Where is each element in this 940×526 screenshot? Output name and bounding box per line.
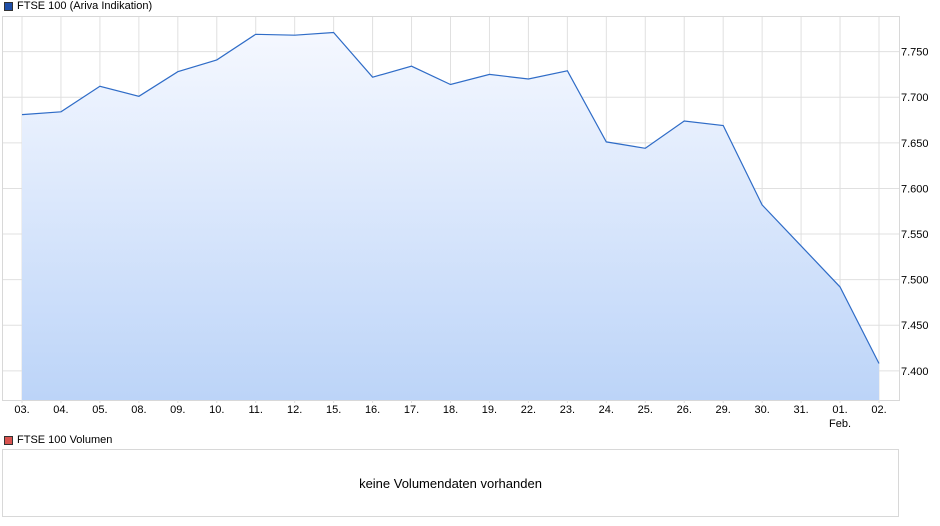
y-tick-label: 7.500 [901,275,929,287]
x-tick-label: 22. [521,404,536,416]
x-tick-label: 31. [793,404,808,416]
x-tick-label: 02. [871,404,886,416]
price-line [21,31,880,364]
month-label: Feb. [829,418,851,430]
x-tick-label: 16. [365,404,380,416]
x-tick-label: 08. [131,404,146,416]
price-legend: FTSE 100 (Ariva Indikation) [4,0,152,12]
x-tick-label: 01. [832,404,847,416]
x-tick-label: 15. [326,404,341,416]
volume-legend: FTSE 100 Volumen [4,434,112,446]
x-tick-label: 23. [560,404,575,416]
x-tick-label: 24. [599,404,614,416]
x-tick-label: 09. [170,404,185,416]
price-legend-swatch [4,1,13,11]
volume-legend-swatch [4,435,13,445]
volume-panel: keine Volumendaten vorhanden [2,449,899,517]
x-tick-label: 11. [248,404,262,416]
x-tick-label: 03. [14,404,29,416]
x-tick-label: 12. [287,404,302,416]
y-tick-label: 7.600 [901,183,929,195]
x-tick-label: 19. [482,404,497,416]
x-tick-label: 30. [754,404,769,416]
y-tick-label: 7.400 [901,366,929,378]
y-tick-label: 7.450 [901,320,929,332]
x-tick-label: 26. [677,404,692,416]
y-tick-label: 7.650 [901,138,929,150]
price-area [22,32,879,400]
x-tick-label: 25. [638,404,653,416]
volume-legend-label: FTSE 100 Volumen [17,434,113,446]
y-tick-label: 7.750 [901,47,929,59]
no-volume-message: keine Volumendaten vorhanden [359,476,542,491]
x-tick-label: 05. [92,404,107,416]
x-tick-label: 10. [209,404,224,416]
y-tick-label: 7.700 [901,92,929,104]
x-axis: 03. 04. 05. 08. 09. 10. 11. 12. 15. 16. 17. 18. 19. 2… [14,404,886,430]
x-tick-label: 18. [443,404,458,416]
x-tick-label: 29. [716,404,731,416]
y-tick-label: 7.550 [901,229,929,241]
x-tick-label: 17. [404,404,419,416]
x-tick-label: 04. [53,404,68,416]
price-chart: 7.750 7.700 7.650 7.600 7.550 7.500 7.450 7.400… [2,16,929,430]
y-axis: 7.750 7.700 7.650 7.600 7.550 7.500 7.450 7.400 [901,47,929,378]
price-legend-label: FTSE 100 (Ariva Indikation) [17,0,153,12]
